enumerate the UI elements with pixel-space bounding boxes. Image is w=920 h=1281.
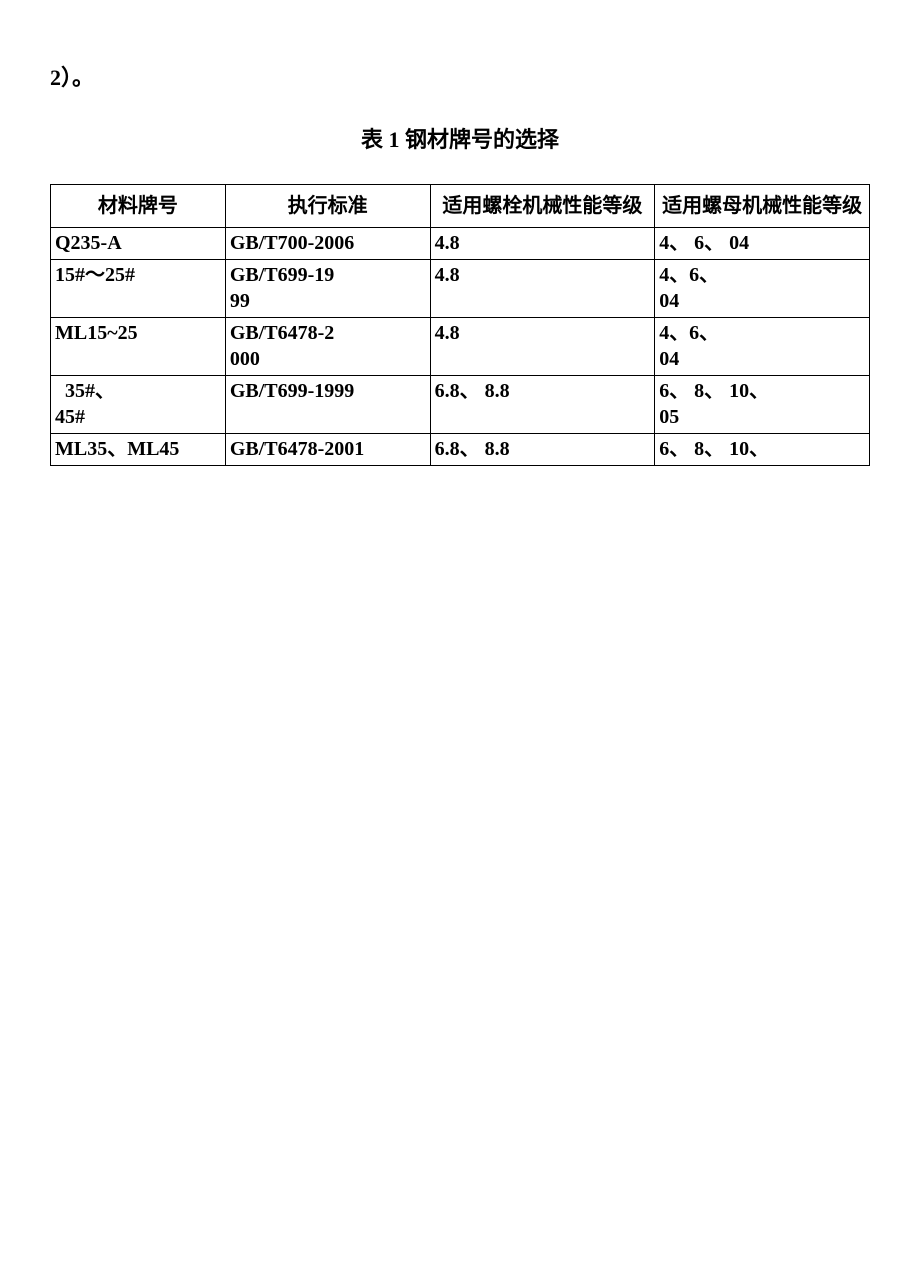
standard-cell: GB/T699-1999 <box>225 376 430 434</box>
bolt-grade-cell: 4.8 <box>430 260 655 318</box>
nut-grade-cell: 4、 6、 04 <box>655 228 870 260</box>
table-row: 15#～25# GB/T699-1999 4.8 4、6、04 <box>51 260 870 318</box>
material-cell: 35#、45# <box>51 376 226 434</box>
nut-grade-cell: 4、6、04 <box>655 318 870 376</box>
nut-grade-cell: 4、6、04 <box>655 260 870 318</box>
bolt-grade-cell: 4.8 <box>430 318 655 376</box>
standard-cell: GB/T6478-2000 <box>225 318 430 376</box>
material-cell: ML15~25 <box>51 318 226 376</box>
column-header: 适用螺栓机械性能等级 <box>430 185 655 228</box>
table-header-row: 材料牌号 执行标准 适用螺栓机械性能等级 适用螺母机械性能等级 <box>51 185 870 228</box>
standard-cell: GB/T699-1999 <box>225 260 430 318</box>
material-cell: ML35、ML45 <box>51 434 226 466</box>
table-row: ML15~25 GB/T6478-2000 4.8 4、6、04 <box>51 318 870 376</box>
steel-grade-table: 材料牌号 执行标准 适用螺栓机械性能等级 适用螺母机械性能等级 Q235-A G… <box>50 184 870 466</box>
table-row: ML35、ML45 GB/T6478-2001 6.8、 8.8 6、 8、 1… <box>51 434 870 466</box>
bolt-grade-cell: 4.8 <box>430 228 655 260</box>
column-header: 适用螺母机械性能等级 <box>655 185 870 228</box>
material-cell: 15#～25# <box>51 260 226 318</box>
standard-cell: GB/T700-2006 <box>225 228 430 260</box>
material-cell: Q235-A <box>51 228 226 260</box>
bolt-grade-cell: 6.8、 8.8 <box>430 376 655 434</box>
column-header: 材料牌号 <box>51 185 226 228</box>
column-header: 执行标准 <box>225 185 430 228</box>
page-header-text: 2）。 <box>50 60 870 92</box>
nut-grade-cell: 6、 8、 10、05 <box>655 376 870 434</box>
table-title: 表 1 钢材牌号的选择 <box>50 122 870 154</box>
table-row: 35#、45# GB/T699-1999 6.8、 8.8 6、 8、 10、0… <box>51 376 870 434</box>
bolt-grade-cell: 6.8、 8.8 <box>430 434 655 466</box>
standard-cell: GB/T6478-2001 <box>225 434 430 466</box>
table-row: Q235-A GB/T700-2006 4.8 4、 6、 04 <box>51 228 870 260</box>
table-body: Q235-A GB/T700-2006 4.8 4、 6、 04 15#～25#… <box>51 228 870 466</box>
nut-grade-cell: 6、 8、 10、 <box>655 434 870 466</box>
